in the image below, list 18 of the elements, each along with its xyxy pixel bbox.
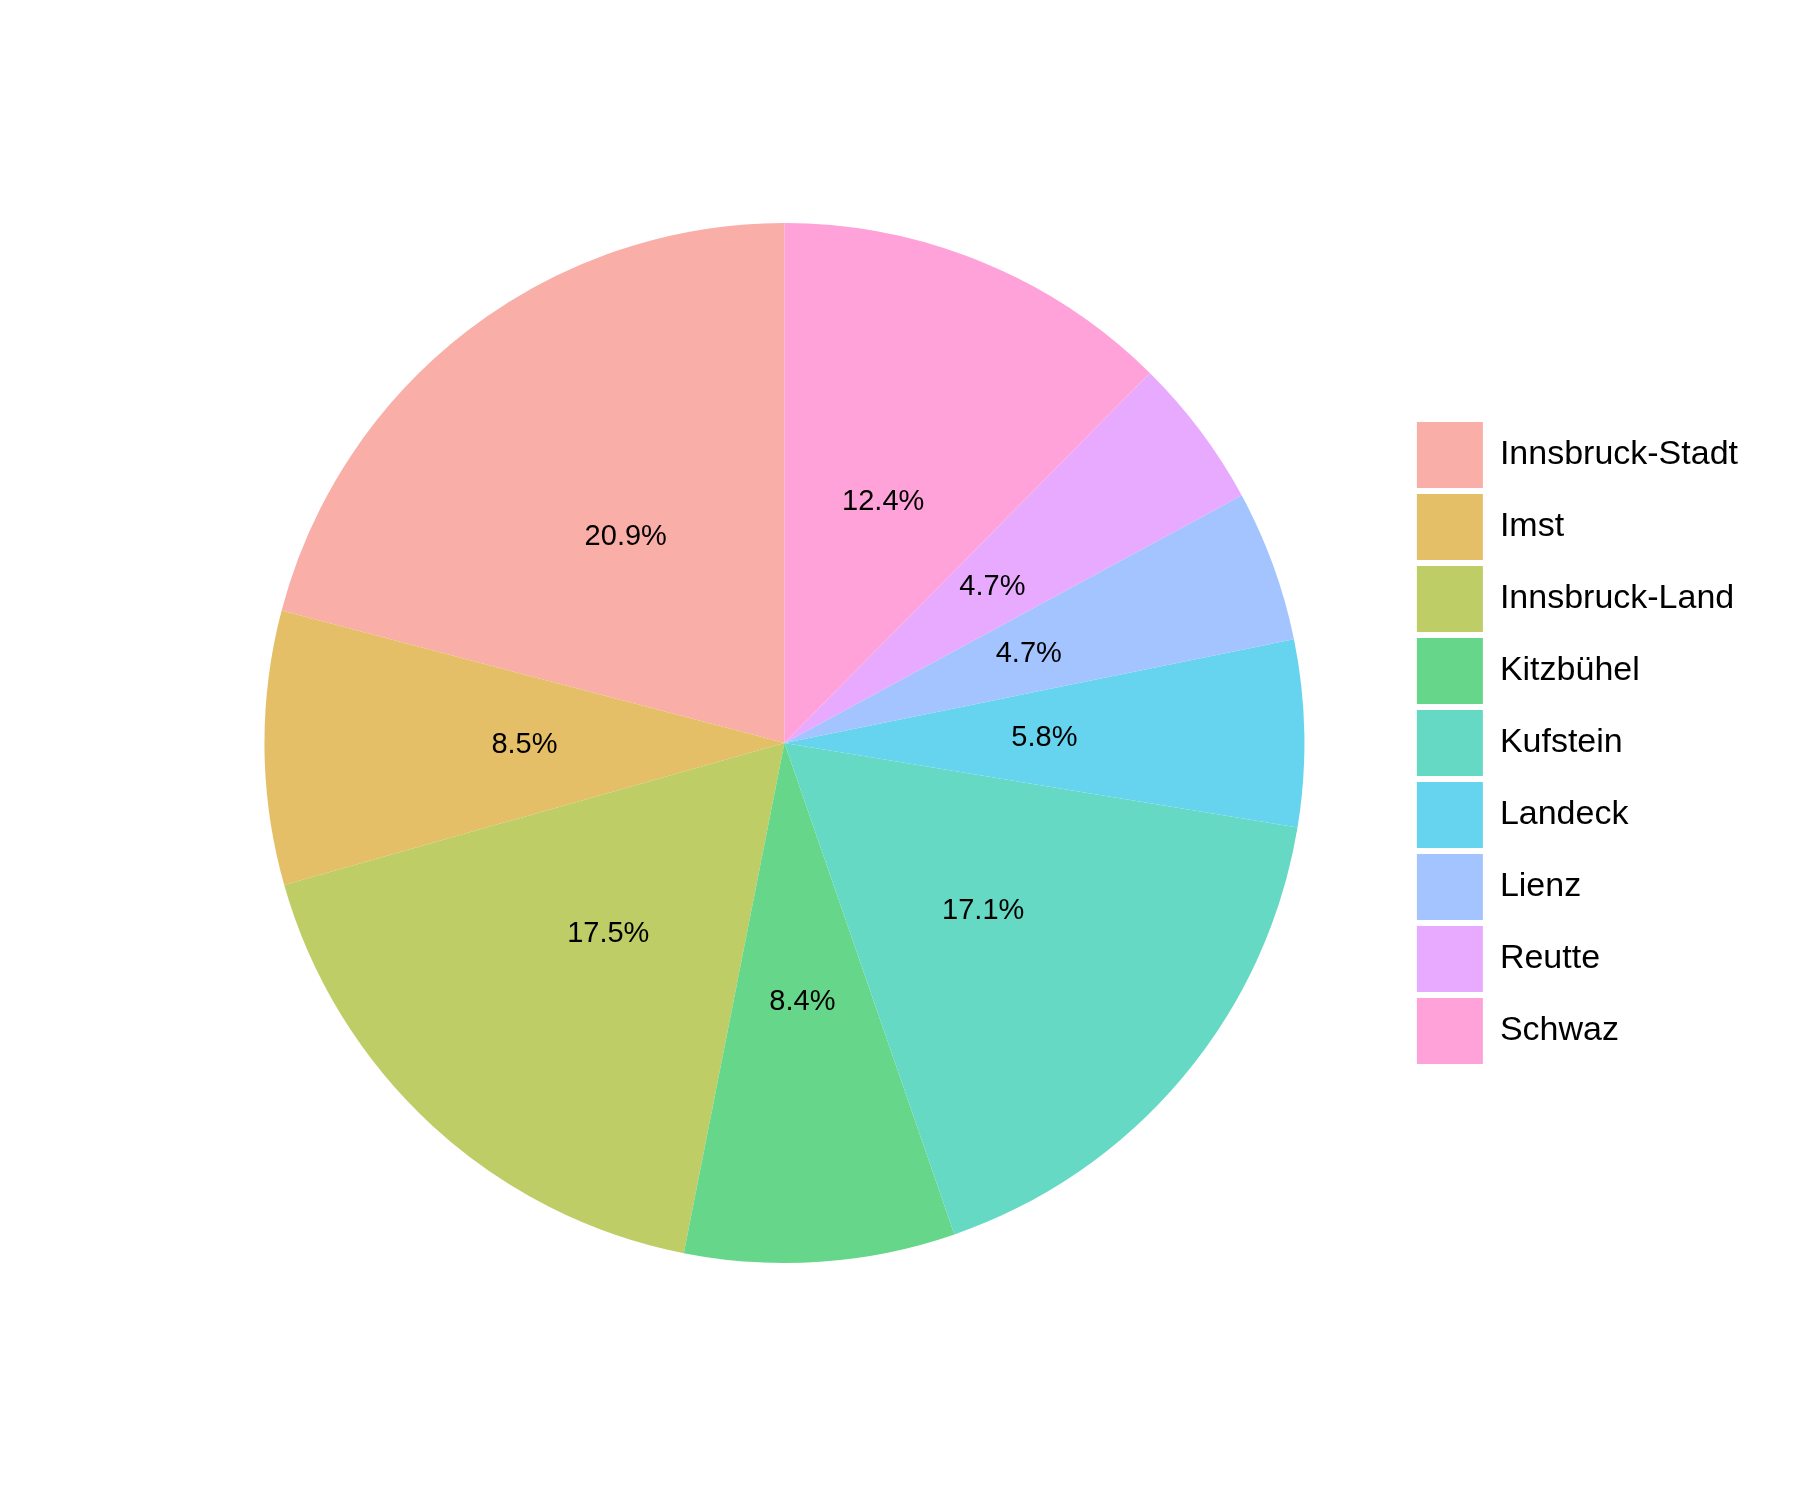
legend-label: Lienz	[1499, 865, 1582, 904]
data-label: 5.8%	[1011, 720, 1078, 753]
data-label: 4.7%	[959, 568, 1026, 601]
legend-label: Innsbruck-Stadt	[1499, 433, 1739, 472]
data-label: 20.9%	[584, 519, 667, 552]
legend-label: Schwaz	[1499, 1009, 1619, 1048]
legend-label: Landeck	[1499, 793, 1630, 832]
legend-label: Imst	[1499, 505, 1565, 544]
data-label: 17.1%	[942, 892, 1025, 925]
data-label: 8.4%	[769, 984, 836, 1017]
legend-label: Kitzbühel	[1499, 649, 1640, 688]
legend-label: Innsbruck-Land	[1499, 577, 1735, 616]
legend-label: Kufstein	[1499, 721, 1623, 760]
data-label: 17.5%	[567, 916, 650, 949]
data-label: 12.4%	[842, 484, 925, 517]
data-label: 8.5%	[491, 727, 558, 760]
data-label: 4.7%	[995, 636, 1062, 669]
legend-label: Reutte	[1499, 937, 1601, 976]
